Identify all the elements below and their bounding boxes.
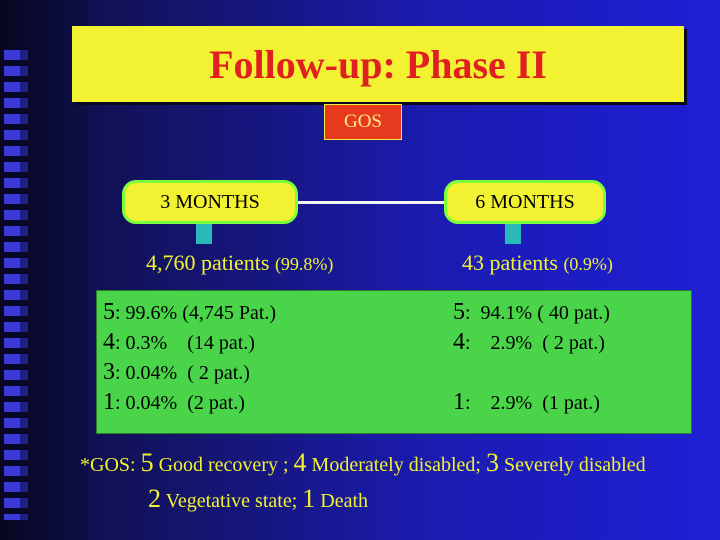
left-square-pattern (4, 50, 20, 520)
slide-title: Follow-up: Phase II (209, 41, 547, 87)
result-score: 1 (103, 389, 115, 415)
result-row: 5: 99.6% (4,745 Pat.) (103, 297, 276, 327)
six-months-patients-count: 43 patients (462, 250, 558, 275)
gos-label: GOS (324, 104, 402, 140)
result-row: 5: 94.1% ( 40 pat.) (453, 297, 610, 327)
six-months-tick (505, 224, 521, 244)
result-row (453, 357, 610, 387)
result-score: 4 (453, 329, 465, 355)
three-months-tick (196, 224, 212, 244)
three-months-results: 5: 99.6% (4,745 Pat.) 4: 0.3% (14 pat.) … (103, 297, 276, 417)
three-months-patients-pct: (99.8%) (274, 254, 334, 274)
three-months-patients-count: 4,760 patients (146, 250, 270, 275)
result-score: 1 (453, 389, 465, 415)
result-text: : 99.6% (4,745 Pat.) (115, 302, 277, 324)
left-square-pattern-inner (20, 50, 28, 520)
gos-legend: *GOS: 5 Good recovery ; 4 Moderately dis… (80, 448, 690, 520)
legend-num: 5 (140, 448, 154, 477)
three-months-patients: 4,760 patients (99.8%) (146, 250, 333, 276)
result-row: 1: 2.9% (1 pat.) (453, 387, 610, 417)
month-connector-line (298, 201, 444, 204)
legend-label: Severely disabled (503, 454, 646, 476)
six-months-patients: 43 patients (0.9%) (462, 250, 613, 276)
result-score: 3 (103, 359, 115, 385)
legend-line-2: 2 Vegetative state; 1 Death (148, 484, 369, 513)
result-score: 5 (453, 299, 465, 325)
six-months-pill: 6 MONTHS (444, 180, 606, 224)
result-text: : 0.04% (2 pat.) (115, 392, 245, 414)
result-text: : 0.04% ( 2 pat.) (115, 362, 250, 384)
legend-label: Good recovery (158, 454, 278, 476)
result-row: 1: 0.04% (2 pat.) (103, 387, 276, 417)
legend-num: 2 (148, 484, 161, 513)
result-row: 4: 2.9% ( 2 pat.) (453, 327, 610, 357)
result-text: : 2.9% ( 2 pat.) (465, 332, 605, 354)
six-months-results: 5: 94.1% ( 40 pat.) 4: 2.9% ( 2 pat.) 1:… (453, 297, 610, 417)
result-text: : 0.3% (14 pat.) (115, 332, 255, 354)
result-row: 4: 0.3% (14 pat.) (103, 327, 276, 357)
legend-prefix: *GOS: (80, 454, 136, 476)
result-score: 5 (103, 299, 115, 325)
result-score: 4 (103, 329, 115, 355)
legend-label: Vegetative state (165, 490, 292, 512)
legend-line-1: *GOS: 5 Good recovery ; 4 Moderately dis… (80, 448, 646, 477)
results-box: 5: 99.6% (4,745 Pat.) 4: 0.3% (14 pat.) … (96, 290, 692, 434)
legend-num: 3 (485, 448, 499, 477)
six-months-patients-pct: (0.9%) (563, 254, 613, 274)
title-box: Follow-up: Phase II (72, 26, 684, 102)
legend-num: 1 (302, 484, 316, 513)
legend-label: Moderately disabled (311, 454, 476, 476)
three-months-pill: 3 MONTHS (122, 180, 298, 224)
result-text: : 94.1% ( 40 pat.) (465, 302, 610, 324)
legend-num: 4 (293, 448, 307, 477)
legend-label: Death (320, 490, 369, 512)
result-row: 3: 0.04% ( 2 pat.) (103, 357, 276, 387)
result-text: : 2.9% (1 pat.) (465, 392, 600, 414)
